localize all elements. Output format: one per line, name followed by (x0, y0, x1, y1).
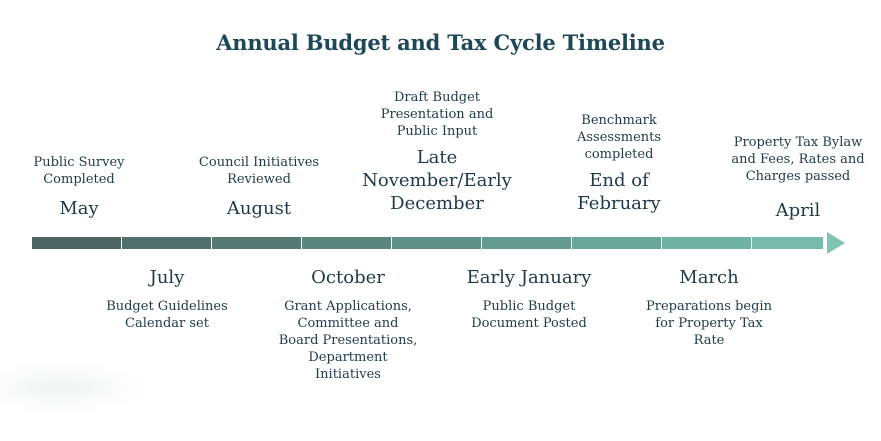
milestone-july: July Budget Guidelines Calendar set (77, 266, 257, 332)
milestone-month: May (59, 198, 99, 219)
milestone-month: December (390, 193, 484, 214)
timeline-segment (302, 237, 391, 249)
page-title: Annual Budget and Tax Cycle Timeline (216, 30, 665, 55)
milestone-description: Department (308, 350, 388, 365)
milestone-description: Completed (43, 172, 115, 187)
milestone-month: August (226, 198, 292, 219)
milestone-description: Committee and (297, 316, 399, 331)
timeline-arrow-head (827, 232, 845, 254)
milestone-description: Document Posted (471, 316, 587, 331)
milestone-month: April (775, 200, 821, 221)
milestone-month: Early January (466, 267, 592, 288)
milestone-description: Property Tax Bylaw (733, 135, 863, 150)
timeline-segment (752, 237, 823, 249)
milestone-description: Charges passed (745, 169, 851, 184)
milestone-description: Council Initiatives (198, 155, 320, 170)
timeline-segment (122, 237, 211, 249)
milestone-early-january: Early January Public Budget Document Pos… (439, 266, 619, 332)
timeline-segment (662, 237, 751, 249)
milestone-description: Rate (693, 333, 725, 348)
milestone-description: Reviewed (227, 172, 291, 187)
milestone-description: Presentation and (380, 107, 494, 122)
corner-shadow (0, 360, 150, 415)
timeline-segment (32, 237, 121, 249)
milestone-description: Benchmark (581, 113, 657, 128)
timeline-segment (392, 237, 481, 249)
milestone-description: Grant Applications, (284, 299, 412, 314)
milestone-month: July (149, 267, 185, 288)
milestone-august: Council Initiatives Reviewed August (169, 154, 349, 220)
timeline-segment (482, 237, 571, 249)
milestone-month: February (577, 193, 661, 214)
milestone-description: and Fees, Rates and (731, 152, 865, 167)
milestone-description: completed (584, 147, 654, 162)
timeline-segment (212, 237, 301, 249)
milestone-description: Public Input (396, 124, 478, 139)
milestone-description: Public Budget (482, 299, 576, 314)
milestone-month: End of (589, 170, 649, 191)
timeline-bar (32, 237, 823, 249)
milestone-description: Initiatives (315, 367, 381, 382)
milestone-may: Public Survey Completed May (0, 154, 169, 220)
milestone-march: March Preparations begin for Property Ta… (619, 266, 799, 349)
milestone-month: October (311, 267, 385, 288)
milestone-description: Public Survey (33, 155, 125, 170)
milestone-description: Budget Guidelines (106, 299, 228, 314)
milestone-month: Late (416, 147, 458, 168)
milestone-description: Board Presentations, (278, 333, 418, 348)
milestone-late-november: Draft Budget Presentation and Public Inp… (347, 89, 527, 215)
milestone-month: March (679, 267, 739, 288)
milestone-april: Property Tax Bylaw and Fees, Rates and C… (708, 134, 881, 222)
milestone-description: for Property Tax (655, 316, 763, 331)
milestone-description: Assessments (576, 130, 662, 145)
milestone-october: October Grant Applications, Committee an… (258, 266, 438, 383)
milestone-description: Draft Budget (393, 90, 481, 105)
milestone-description: Preparations begin (646, 299, 772, 314)
timeline-segment (572, 237, 661, 249)
milestone-end-of-february: Benchmark Assessments completed End of F… (529, 112, 709, 215)
milestone-month: November/Early (362, 170, 512, 191)
milestone-description: Calendar set (125, 316, 209, 331)
